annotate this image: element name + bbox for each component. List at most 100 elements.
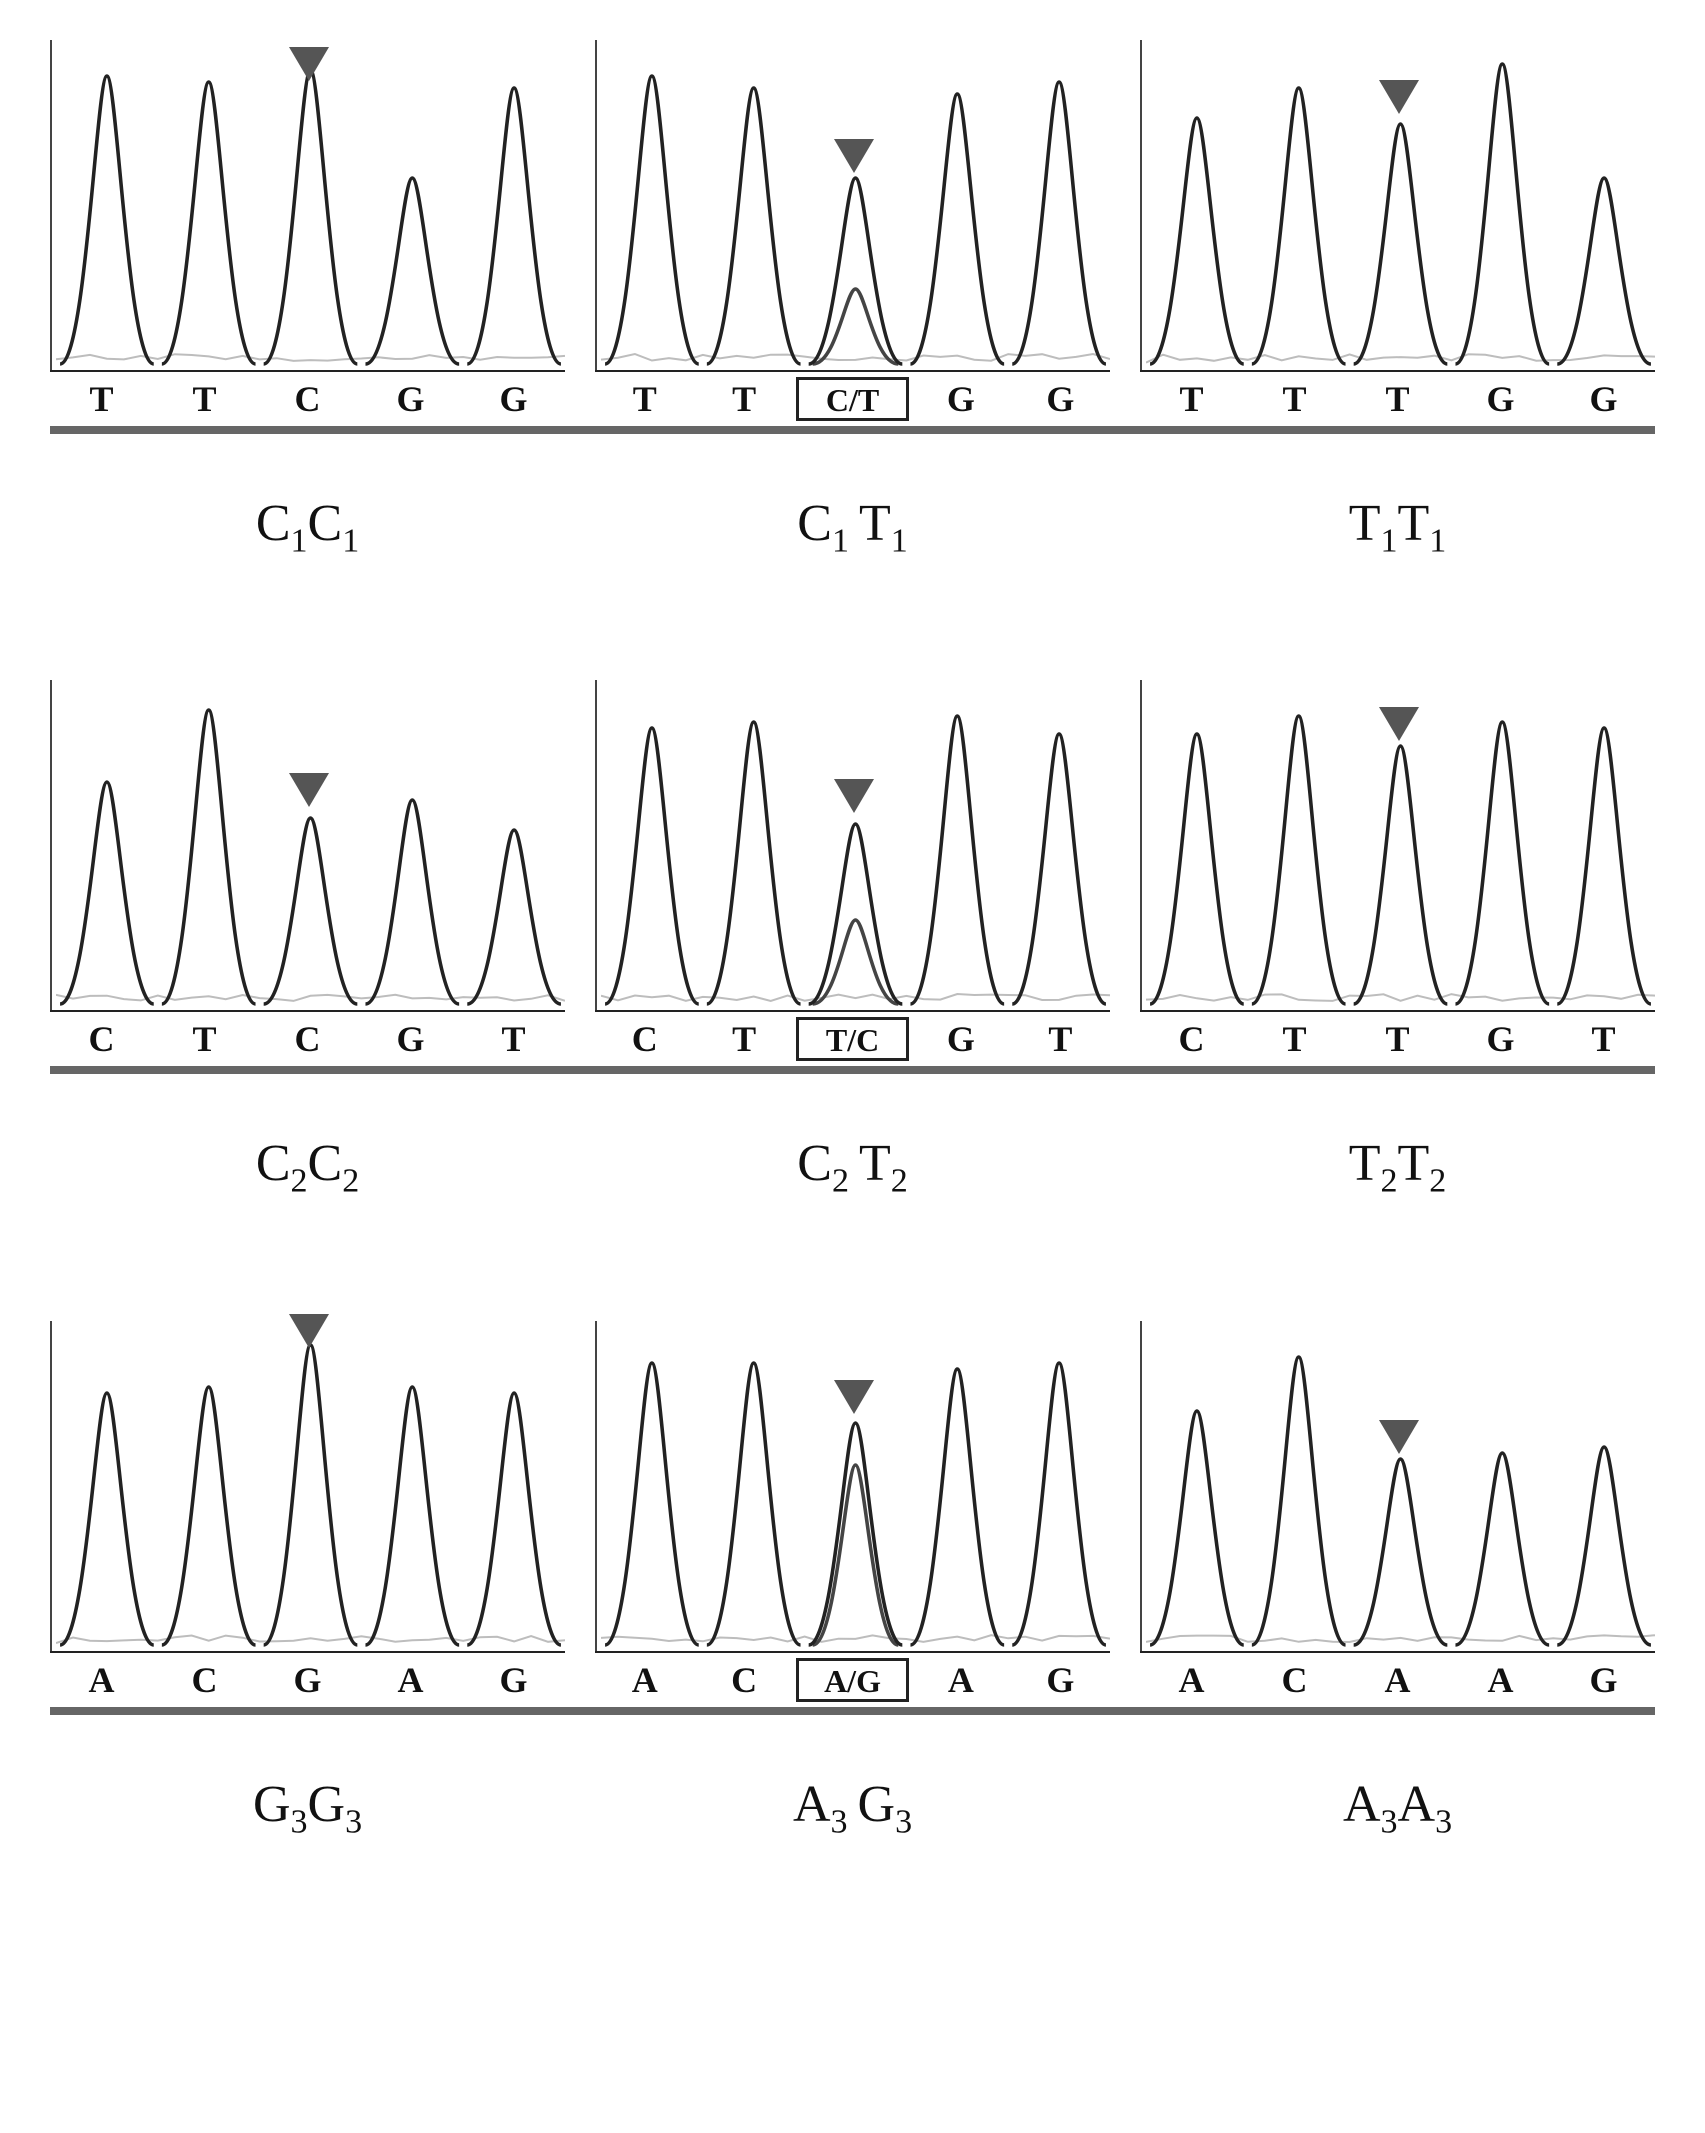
snp-marker-icon: [1379, 707, 1419, 741]
base-call: G: [462, 378, 565, 420]
snp-marker-icon: [1379, 80, 1419, 114]
chromatogram-panel: ACGAG: [50, 1321, 565, 1707]
base-call: C: [256, 1018, 359, 1060]
base-call: A: [50, 1659, 153, 1701]
base-call: C: [153, 1659, 256, 1701]
genotype-label: A3G3: [595, 1775, 1110, 1841]
genotype-label: A3A3: [1140, 1775, 1655, 1841]
base-call: T: [1140, 378, 1243, 420]
allele-2: T: [1398, 1135, 1430, 1192]
allele-2: C: [308, 495, 343, 552]
base-call: C: [1243, 1659, 1346, 1701]
allele-1-sub: 2: [291, 1163, 308, 1200]
base-call-row: TTC/TGG: [595, 370, 1110, 426]
genotype-row: C2C2C2T2T2T2: [50, 1134, 1655, 1200]
base-call-row: TTCGG: [50, 370, 565, 426]
base-call: A: [1346, 1659, 1449, 1701]
allele-1-sub: 1: [291, 522, 308, 559]
allele-1: G: [253, 1776, 291, 1833]
allele-1: C: [256, 1135, 291, 1192]
base-call-snp: A/G: [796, 1658, 909, 1702]
base-call: G: [1552, 378, 1655, 420]
base-call: G: [256, 1659, 359, 1701]
figure-root: TTCGGTTC/TGGTTTGGC1C1C1T1T1T1CTCGTCTT/CG…: [50, 40, 1655, 1841]
base-call-row: CTTGT: [1140, 1010, 1655, 1066]
allele-2: C: [308, 1135, 343, 1192]
chromatogram-chart: [1140, 40, 1655, 370]
allele-2-sub: 3: [895, 1803, 912, 1840]
genotype-label: T2T2: [1140, 1134, 1655, 1200]
base-call: T: [1243, 1018, 1346, 1060]
base-call: T: [694, 1018, 793, 1060]
allele-2-sub: 1: [891, 522, 908, 559]
allele-1-sub: 3: [291, 1803, 308, 1840]
chromatogram-chart: [1140, 1321, 1655, 1651]
base-call: C: [694, 1659, 793, 1701]
base-call-row: CTT/CGT: [595, 1010, 1110, 1066]
base-call: G: [462, 1659, 565, 1701]
genotype-label: C2T2: [595, 1134, 1110, 1200]
snp-marker-icon: [289, 1314, 329, 1348]
genotype-row: G3G3A3G3A3A3: [50, 1775, 1655, 1841]
base-call: T: [1011, 1018, 1110, 1060]
base-call: T: [1346, 378, 1449, 420]
snp-row: ACGAGACA/GAGACAAGG3G3A3G3A3A3: [50, 1321, 1655, 1841]
snp-marker-icon: [289, 773, 329, 807]
allele-1-sub: 1: [1381, 522, 1398, 559]
base-call: A: [911, 1659, 1010, 1701]
chromatogram-chart: [595, 680, 1110, 1010]
allele-2-sub: 2: [1429, 1163, 1446, 1200]
allele-1-sub: 1: [832, 522, 849, 559]
base-call: G: [1449, 1018, 1552, 1060]
base-call: G: [1011, 378, 1110, 420]
allele-1: T: [1349, 495, 1381, 552]
allele-1: C: [797, 495, 832, 552]
chromatogram-chart: [50, 1321, 565, 1651]
base-call: G: [911, 378, 1010, 420]
allele-1: A: [793, 1776, 831, 1833]
chromatogram-panel: ACAAG: [1140, 1321, 1655, 1707]
base-call: T: [153, 378, 256, 420]
chromatogram-panel: CTT/CGT: [595, 680, 1110, 1066]
base-call: T: [50, 378, 153, 420]
snp-marker-icon: [1379, 1420, 1419, 1454]
chromatogram-panels: ACGAGACA/GAGACAAG: [50, 1321, 1655, 1715]
base-call: G: [1552, 1659, 1655, 1701]
genotype-label: G3G3: [50, 1775, 565, 1841]
base-call-row: CTCGT: [50, 1010, 565, 1066]
base-call: G: [359, 1018, 462, 1060]
base-call-snp: C/T: [796, 377, 909, 421]
chromatogram-panel: ACA/GAG: [595, 1321, 1110, 1707]
snp-row: CTCGTCTT/CGTCTTGTC2C2C2T2T2T2: [50, 680, 1655, 1200]
allele-2-sub: 3: [1435, 1803, 1452, 1840]
genotype-label: C1C1: [50, 494, 565, 560]
base-call: T: [595, 378, 694, 420]
allele-2: G: [858, 1776, 896, 1833]
base-call: T: [462, 1018, 565, 1060]
genotype-row: C1C1C1T1T1T1: [50, 494, 1655, 560]
allele-1-sub: 3: [1381, 1803, 1398, 1840]
genotype-label: C2C2: [50, 1134, 565, 1200]
base-call: G: [911, 1018, 1010, 1060]
allele-2-sub: 2: [342, 1163, 359, 1200]
snp-marker-icon: [834, 1380, 874, 1414]
base-call: A: [1140, 1659, 1243, 1701]
allele-2: A: [1398, 1776, 1436, 1833]
chromatogram-panel: TTC/TGG: [595, 40, 1110, 426]
base-call: C: [1140, 1018, 1243, 1060]
snp-marker-icon: [289, 47, 329, 81]
chromatogram-panels: CTCGTCTT/CGTCTTGT: [50, 680, 1655, 1074]
allele-2-sub: 3: [345, 1803, 362, 1840]
base-call-row: ACGAG: [50, 1651, 565, 1707]
chromatogram-panels: TTCGGTTC/TGGTTTGG: [50, 40, 1655, 434]
base-call: C: [50, 1018, 153, 1060]
base-call: T: [153, 1018, 256, 1060]
base-call-snp: T/C: [796, 1017, 909, 1061]
chromatogram-panel: CTCGT: [50, 680, 565, 1066]
base-call: T: [694, 378, 793, 420]
base-call: T: [1346, 1018, 1449, 1060]
genotype-label: T1T1: [1140, 494, 1655, 560]
base-call-row: ACA/GAG: [595, 1651, 1110, 1707]
allele-2: G: [308, 1776, 346, 1833]
base-call: G: [1449, 378, 1552, 420]
